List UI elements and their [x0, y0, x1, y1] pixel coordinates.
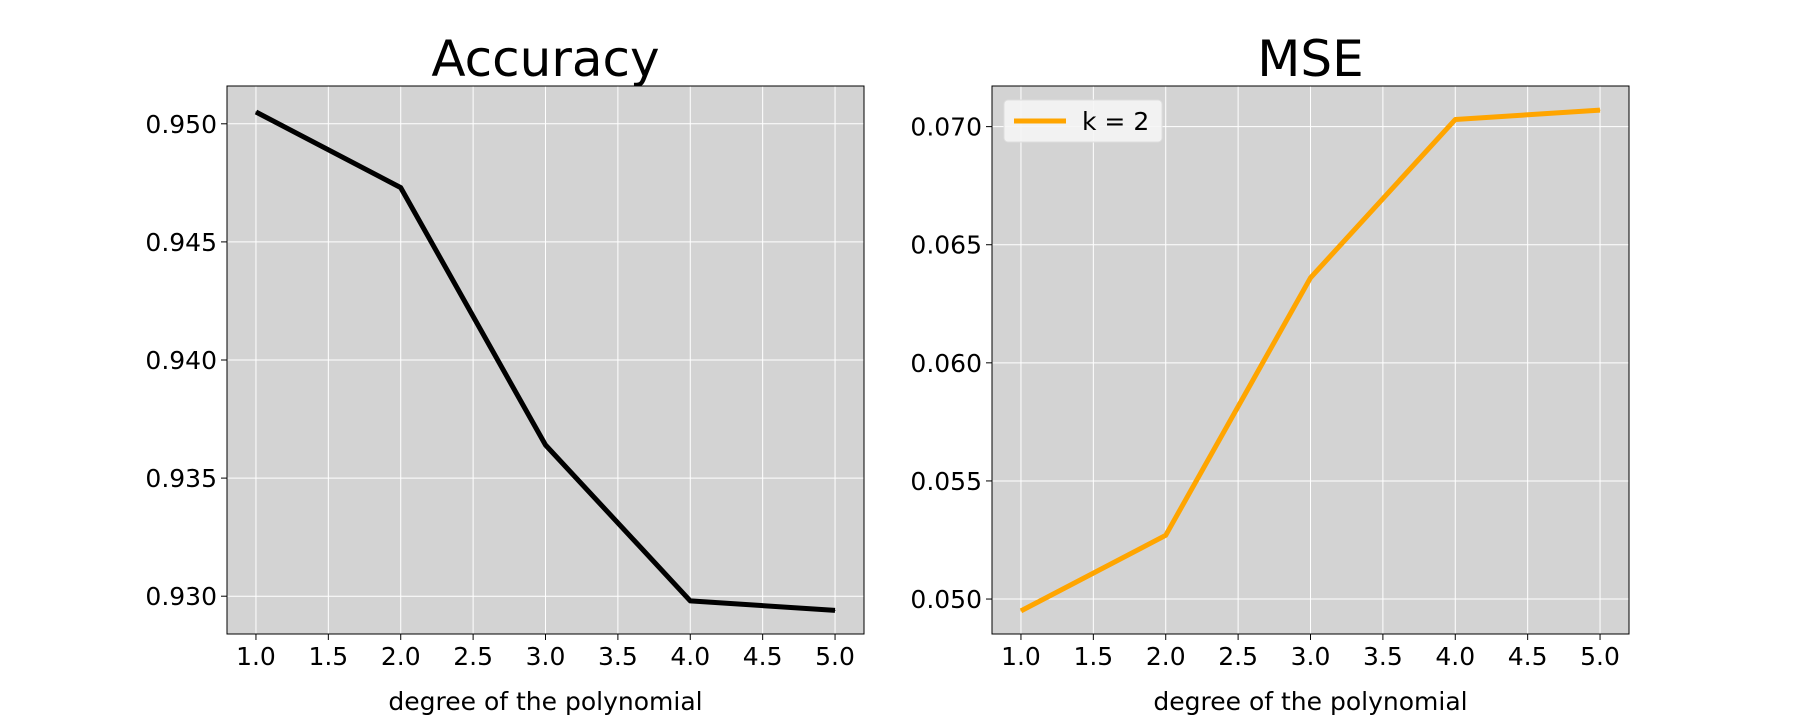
- y-tick-label: 0.060: [910, 349, 982, 378]
- x-tick-label: 4.0: [670, 642, 710, 671]
- x-tick-label: 5.0: [815, 642, 855, 671]
- y-tick-label: 0.930: [145, 582, 217, 611]
- x-axis-label: degree of the polynomial: [1153, 687, 1467, 716]
- data-point: [255, 111, 257, 113]
- legend-label: k = 2: [1082, 107, 1149, 136]
- x-tick-label: 2.0: [381, 642, 421, 671]
- x-tick-label: 2.0: [1146, 642, 1186, 671]
- x-tick-label: 3.0: [526, 642, 566, 671]
- data-point: [1599, 109, 1601, 111]
- legend-box: [1003, 99, 1163, 143]
- x-tick-label: 3.5: [1363, 642, 1403, 671]
- data-point: [834, 609, 836, 611]
- x-tick-label: 3.5: [598, 642, 638, 671]
- data-point: [1454, 119, 1456, 121]
- y-tick-label: 0.070: [910, 113, 982, 142]
- x-tick-label: 1.5: [1073, 642, 1113, 671]
- x-tick-label: 5.0: [1580, 642, 1620, 671]
- y-tick-label: 0.050: [910, 585, 982, 614]
- y-tick-label: 0.940: [145, 346, 217, 375]
- x-tick-label: 1.0: [1001, 642, 1041, 671]
- chart-panel-0: 1.0 1.5 2.0 2.5 3.0 3.5 4.0 4.5 5.0 0.930 0.935 0.9…: [145, 30, 865, 716]
- y-tick-label: 0.935: [145, 464, 217, 493]
- chart-title: Accuracy: [431, 30, 659, 88]
- x-axis-label: degree of the polynomial: [388, 687, 702, 716]
- x-tick-label: 3.0: [1291, 642, 1331, 671]
- x-tick-label: 4.0: [1435, 642, 1475, 671]
- y-tick-label: 0.950: [145, 110, 217, 139]
- data-point: [1020, 610, 1022, 612]
- x-tick-label: 1.5: [308, 642, 348, 671]
- legend: k = 2: [1003, 99, 1163, 143]
- chart-title: MSE: [1257, 30, 1363, 88]
- y-tick-label: 0.945: [145, 228, 217, 257]
- y-tick-label: 0.055: [910, 467, 982, 496]
- chart-panel-1: 1.0 1.5 2.0 2.5 3.0 3.5 4.0 4.5 5.0 0.050 0.055 0.0…: [910, 30, 1630, 716]
- x-tick-label: 4.5: [1508, 642, 1548, 671]
- data-point: [1310, 277, 1311, 279]
- x-tick-label: 4.5: [743, 642, 783, 671]
- data-point: [689, 600, 691, 602]
- x-tick-label: 2.5: [453, 642, 493, 671]
- x-tick-label: 2.5: [1218, 642, 1258, 671]
- x-tick-label: 1.0: [236, 642, 276, 671]
- data-point: [400, 187, 402, 189]
- data-point: [545, 444, 546, 446]
- data-point: [1165, 534, 1167, 536]
- y-tick-label: 0.065: [910, 231, 982, 260]
